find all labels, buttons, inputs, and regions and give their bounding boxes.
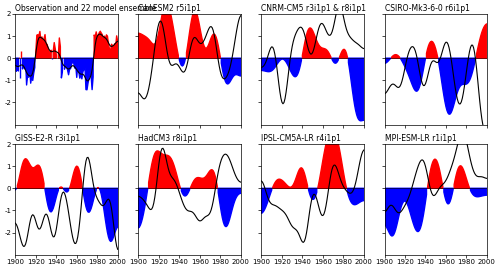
Text: HadCM3 r8i1p1: HadCM3 r8i1p1 [138,134,198,143]
Text: Observation and 22 model ensemble: Observation and 22 model ensemble [16,4,156,13]
Text: CNRM-CM5 r3i1p1 & r8i1p1: CNRM-CM5 r3i1p1 & r8i1p1 [262,4,366,13]
Text: MPI-ESM-LR r1i1p1: MPI-ESM-LR r1i1p1 [384,134,456,143]
Text: CSIRO-Mk3-6-0 r6i1p1: CSIRO-Mk3-6-0 r6i1p1 [384,4,470,13]
Text: IPSL-CM5A-LR r4i1p1: IPSL-CM5A-LR r4i1p1 [262,134,342,143]
Text: GISS-E2-R r3i1p1: GISS-E2-R r3i1p1 [16,134,80,143]
Text: CanESM2 r5i1p1: CanESM2 r5i1p1 [138,4,202,13]
